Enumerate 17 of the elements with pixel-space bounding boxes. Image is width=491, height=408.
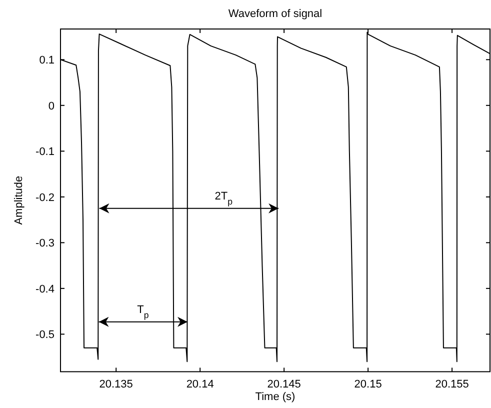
x-tick-label: 20.155 [435,378,469,391]
x-tick-label: 20.14 [186,378,214,391]
y-tick-label: -0.1 [36,146,54,158]
y-tick-label: 0 [48,100,54,112]
x-axis-title: Time (s) [255,391,296,403]
y-tick-label: -0.5 [36,329,54,342]
y-axis-title: Amplitude [13,176,25,225]
x-tick-label: 20.135 [99,378,133,391]
y-tick-label: -0.2 [36,192,54,204]
x-tick-label: 20.15 [354,378,382,391]
y-tick-label: -0.3 [36,238,54,250]
chart-title: Waveform of signal [228,8,322,20]
annotation: T$_{p}$ [137,304,149,320]
annotation: 2T$_{p}$ [214,190,233,206]
y-tick-label: -0.4 [36,283,54,296]
y-tick-label: 0.1 [39,54,54,67]
x-tick-label: 20.145 [267,378,301,391]
